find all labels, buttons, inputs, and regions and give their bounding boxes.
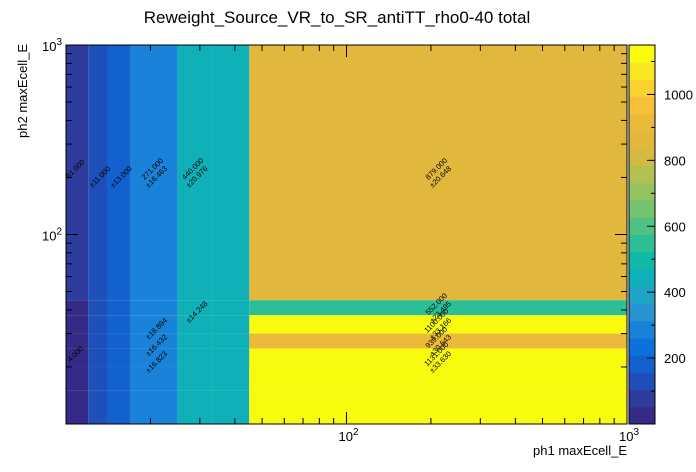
heatmap-cell: [106, 348, 131, 367]
colorbar-frame: [628, 44, 656, 425]
heatmap-cell: [211, 366, 250, 391]
heatmap-cell: [66, 348, 89, 367]
heatmap-cell: [106, 366, 131, 391]
heatmap-cell: [177, 45, 212, 301]
heatmap-cell: [130, 390, 178, 424]
heatmap-cell: [211, 300, 250, 316]
heatmap-cell: [130, 366, 178, 391]
colorbar-tick-label: 600: [664, 219, 686, 234]
heatmap-cell: [177, 390, 212, 424]
colorbar-segment: [629, 131, 655, 149]
heatmap-cell: [130, 45, 178, 301]
colorbar-segment: [629, 251, 655, 270]
colorbar-segment: [629, 372, 655, 391]
heatmap-cell: [130, 348, 178, 367]
heatmap-cell: [88, 348, 107, 367]
colorbar-segment: [629, 96, 655, 115]
colorbar-tick-label: 800: [664, 153, 686, 168]
heatmap-cell: [66, 300, 89, 316]
heatmap-cell: [211, 333, 250, 349]
colorbar-segment: [629, 337, 655, 356]
heatmap-cell: [106, 45, 131, 301]
colorbar-segment: [629, 234, 655, 253]
y-tick-label: 103: [42, 37, 62, 54]
heatmap-cell: [211, 348, 250, 367]
heatmap-cell: [211, 315, 250, 334]
heatmap-cell: [249, 315, 627, 334]
colorbar-segment: [629, 303, 655, 322]
heatmap-cells: [66, 45, 627, 424]
colorbar-tick-label: 200: [664, 351, 686, 366]
heatmap-cell: [249, 45, 627, 301]
colorbar-tick-label: 400: [664, 285, 686, 300]
heatmap-cell: [66, 366, 89, 391]
x-tick-label: 103: [619, 427, 639, 444]
heatmap-cell: [177, 348, 212, 367]
chart-title: Reweight_Source_VR_to_SR_antiTT_rho0-40 …: [144, 8, 531, 27]
colorbar-segment: [629, 200, 655, 218]
heatmap-cell: [177, 315, 212, 334]
heatmap-cell: [106, 300, 131, 316]
heatmap-cell: [249, 390, 627, 424]
colorbar-segment: [629, 355, 655, 373]
heatmap-cell: [249, 348, 627, 367]
x-tick-label: 102: [338, 427, 358, 444]
colorbar-segment: [629, 286, 655, 304]
colorbar-segment: [629, 62, 655, 80]
heatmap-cell: [88, 300, 107, 316]
colorbar-segment: [629, 217, 655, 235]
heatmap-cell: [130, 333, 178, 349]
heatmap-cell: [249, 300, 627, 316]
colorbar-segment: [629, 406, 655, 425]
colorbar-segment: [629, 79, 655, 98]
colorbar: 200 400 600 800 1000: [628, 44, 693, 425]
x-axis-label: ph1 maxEcell_E: [533, 443, 627, 458]
heatmap-cell: [211, 390, 250, 424]
heatmap-cell: [177, 333, 212, 349]
heatmap-cell: [249, 333, 627, 349]
heatmap-cell: [66, 390, 89, 424]
heatmap-cell: [130, 315, 178, 334]
colorbar-segment: [629, 320, 655, 339]
heatmap-cell: [177, 300, 212, 316]
heatmap-cell: [66, 333, 89, 349]
heatmap-cell: [66, 315, 89, 334]
heatmap-cell: [211, 45, 250, 301]
colorbar-tick-label: 1000: [664, 87, 693, 102]
colorbar-segment: [629, 182, 655, 201]
heatmap-cell: [88, 390, 107, 424]
axis-ticks: 102 103 102 103: [42, 37, 639, 444]
heatmap-cell: [106, 390, 131, 424]
heatmap-cell: [106, 315, 131, 334]
colorbar-segment: [629, 389, 655, 408]
colorbar-segment: [629, 165, 655, 184]
heatmap-cell: [66, 45, 89, 301]
colorbar-segment: [629, 148, 655, 167]
heatmap-cell: [249, 366, 627, 391]
colorbar-segment: [629, 45, 655, 63]
heatmap-cell: [88, 315, 107, 334]
heatmap-cell: [106, 333, 131, 349]
heatmap-cell: [177, 366, 212, 391]
y-axis-label: ph2 maxEcell_E: [15, 44, 30, 138]
heatmap-cell: [88, 333, 107, 349]
heatmap-cell: [88, 366, 107, 391]
y-tick-label: 102: [42, 227, 62, 244]
heatmap-cell: [88, 45, 107, 301]
colorbar-segment: [629, 268, 655, 287]
colorbar-segment: [629, 113, 655, 132]
heatmap-cell: [130, 300, 178, 316]
